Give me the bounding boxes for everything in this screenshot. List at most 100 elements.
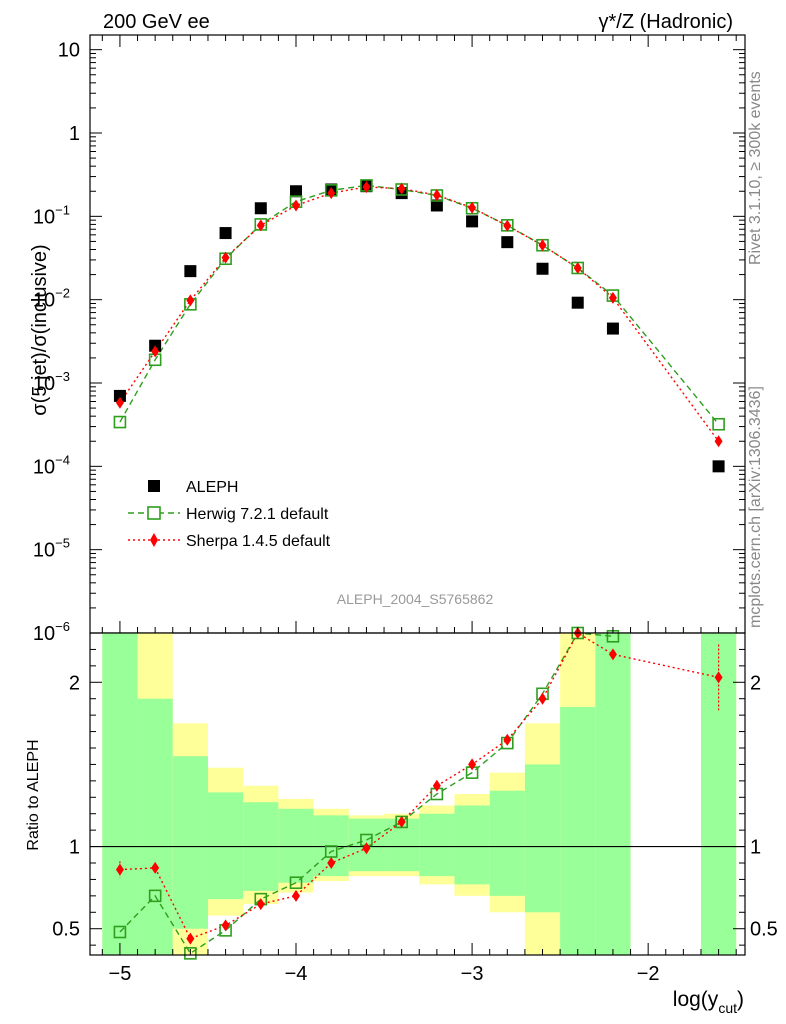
mcplots-label: mcplots.cern.ch [arXiv:1306.3436] bbox=[747, 386, 764, 628]
ratio-stat-uncertainty-band bbox=[524, 764, 561, 913]
upper-line-herwig bbox=[119, 184, 720, 425]
sherpa-point bbox=[186, 294, 195, 307]
lower-frame bbox=[89, 632, 746, 956]
sherpa-ratio-point bbox=[327, 857, 336, 869]
sherpa-point bbox=[115, 396, 124, 409]
sherpa-point bbox=[538, 239, 547, 252]
sherpa-point bbox=[151, 345, 160, 358]
upper-y-tick-base: 10 bbox=[33, 456, 55, 478]
upper-y-tick-label: 10−2 bbox=[33, 286, 70, 312]
ratio-series bbox=[113, 626, 723, 960]
sherpa-point bbox=[432, 189, 441, 202]
header-right-title: γ*/Z (Hadronic) bbox=[599, 11, 733, 33]
ratio-stat-uncertainty-band bbox=[278, 808, 314, 883]
ratio-stat-uncertainty-band bbox=[172, 756, 208, 929]
aleph-point bbox=[501, 236, 514, 249]
aleph-point bbox=[536, 262, 549, 275]
ratio-stat-uncertainty-band bbox=[454, 805, 490, 885]
aleph-point bbox=[466, 215, 479, 228]
sherpa-ratio-point bbox=[256, 898, 265, 911]
upper-series bbox=[113, 179, 725, 473]
legend-aleph-marker bbox=[148, 480, 160, 492]
upper-y-tick-base: 10 bbox=[33, 540, 55, 562]
sherpa-point bbox=[608, 291, 617, 304]
aleph-point bbox=[606, 322, 619, 335]
herwig-point bbox=[712, 417, 725, 431]
upper-line-sherpa bbox=[119, 186, 720, 442]
ratio-y-tick-label-right: 0.5 bbox=[750, 919, 778, 941]
ratio-stat-uncertainty-band bbox=[560, 706, 596, 955]
aleph-point bbox=[113, 389, 126, 402]
sherpa-point bbox=[573, 261, 582, 274]
ratio-y-tick-label-left: 1 bbox=[69, 837, 80, 859]
upper-y-tick-base: 10 bbox=[58, 40, 80, 62]
upper-y-tick-label: 10 bbox=[58, 40, 80, 62]
upper-y-tick-label: 10−6 bbox=[33, 619, 70, 645]
ratio-y-tick-label-left: 0.5 bbox=[52, 919, 80, 941]
sherpa-ratio-point bbox=[714, 671, 723, 684]
sherpa-ratio-point bbox=[362, 842, 371, 855]
sherpa-point bbox=[714, 435, 723, 448]
herwig-ratio-point bbox=[113, 925, 127, 939]
x-axis-label-main: log(y bbox=[673, 988, 719, 1011]
x-tick-label: −2 bbox=[637, 963, 660, 985]
sherpa-ratio-point bbox=[397, 815, 406, 828]
ratio-line-sherpa bbox=[119, 632, 719, 940]
sherpa-ratio-point bbox=[151, 861, 160, 874]
x-tick-label: −5 bbox=[109, 963, 132, 985]
sherpa-point bbox=[292, 199, 301, 212]
aleph-point bbox=[219, 227, 232, 240]
upper-y-tick-base: 10 bbox=[33, 206, 55, 228]
upper-y-tick-exponent: −4 bbox=[55, 452, 70, 467]
x-axis-label-close: ) bbox=[737, 988, 744, 1011]
ratio-stat-uncertainty-band bbox=[595, 633, 631, 955]
ratio-y-axis-label: Ratio to ALEPH bbox=[25, 739, 42, 850]
legend-aleph-label: ALEPH bbox=[186, 479, 238, 496]
herwig-ratio-point bbox=[184, 947, 197, 960]
sherpa-ratio-point bbox=[608, 648, 617, 661]
sherpa-ratio-point bbox=[221, 919, 230, 932]
sherpa-ratio-point bbox=[503, 733, 512, 746]
ratio-stat-uncertainty-band bbox=[419, 813, 455, 877]
aleph-point bbox=[571, 296, 584, 309]
sherpa-ratio-point bbox=[432, 779, 441, 792]
upper-y-tick-label: 1 bbox=[69, 123, 80, 145]
upper-y-tick-base: 10 bbox=[33, 373, 55, 395]
ratio-stat-uncertainty-band bbox=[700, 633, 737, 955]
sherpa-ratio-point bbox=[186, 932, 195, 945]
legend-herwig-marker bbox=[147, 506, 161, 520]
ratio-y-tick-label-left: 2 bbox=[69, 672, 80, 694]
sherpa-point bbox=[503, 219, 512, 232]
upper-y-tick-exponent: −6 bbox=[55, 619, 70, 634]
x-ticks: −5 −4 −3 −2 bbox=[101, 35, 737, 985]
ratio-stat-uncertainty-band bbox=[489, 790, 525, 896]
upper-y-tick-exponent: −1 bbox=[55, 202, 70, 217]
ratio-y-ticks: 2 2 1 1 0.5 0.5 bbox=[52, 648, 778, 946]
upper-y-tick-label: 10−3 bbox=[33, 369, 70, 395]
rivet-label: Rivet 3.1.10, ≥ 300k events bbox=[747, 71, 764, 265]
herwig-point bbox=[113, 415, 127, 429]
upper-y-tick-base: 10 bbox=[33, 623, 55, 645]
upper-y-tick-base: 1 bbox=[69, 123, 80, 145]
sherpa-point bbox=[256, 219, 265, 232]
x-axis-label-sub: cut bbox=[718, 1000, 737, 1016]
ratio-line-herwig bbox=[119, 632, 614, 955]
upper-y-tick-label: 10−5 bbox=[33, 536, 70, 562]
upper-y-tick-exponent: −2 bbox=[55, 286, 70, 301]
sherpa-point bbox=[397, 182, 406, 195]
sherpa-point bbox=[327, 187, 336, 200]
upper-y-tick-exponent: −3 bbox=[55, 369, 70, 384]
main-panel: σ(5 jet)/σ(inclusive) 10110−110−210−310−… bbox=[29, 34, 746, 645]
upper-y-axis-label: σ(5 jet)/σ(inclusive) bbox=[29, 244, 51, 415]
ratio-stat-uncertainty-band bbox=[207, 792, 244, 900]
upper-y-tick-base: 10 bbox=[33, 290, 55, 312]
sherpa-point bbox=[468, 201, 477, 214]
aleph-point bbox=[184, 265, 197, 278]
ratio-bands bbox=[102, 633, 737, 955]
sherpa-point bbox=[221, 251, 230, 264]
upper-y-tick-label: 10−4 bbox=[33, 452, 70, 478]
ratio-y-tick-label-right: 1 bbox=[750, 837, 761, 859]
sherpa-point bbox=[362, 180, 371, 193]
